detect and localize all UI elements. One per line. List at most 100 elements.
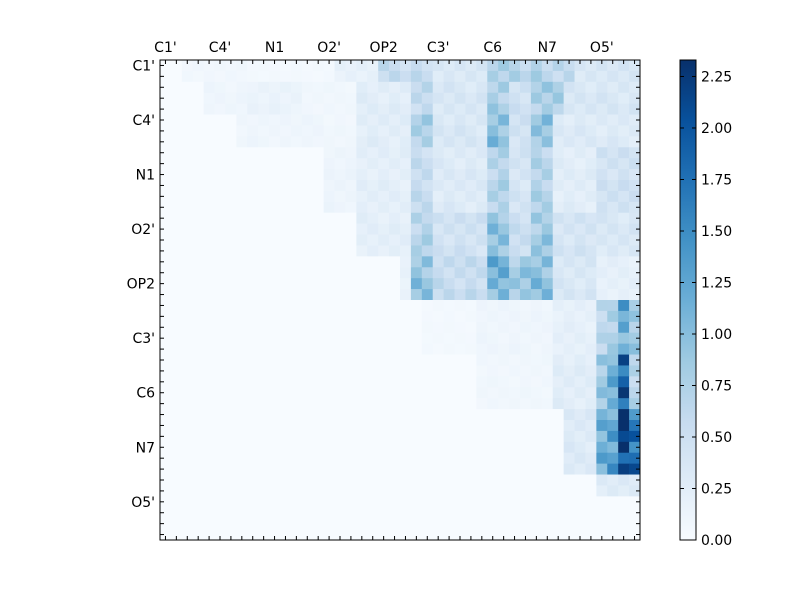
heatmap-cell [367, 496, 379, 508]
heatmap-cell [290, 398, 303, 410]
heatmap-cell [443, 430, 455, 443]
heatmap-cell [443, 354, 455, 366]
heatmap-cell [400, 354, 412, 366]
heatmap-cell [367, 430, 379, 443]
heatmap-cell [389, 518, 401, 530]
heatmap-cell [498, 267, 510, 279]
heatmap-cell [170, 147, 183, 159]
heatmap-cell [334, 518, 346, 530]
heatmap-cell [541, 463, 554, 475]
heatmap-cell [247, 485, 259, 497]
heatmap-cell [225, 223, 237, 235]
heatmap-cell [301, 278, 314, 290]
heatmap-cell [541, 321, 554, 334]
heatmap-cell [301, 452, 314, 464]
heatmap-cell [552, 321, 564, 334]
heatmap-cell [552, 300, 564, 312]
heatmap-cell [181, 343, 194, 355]
heatmap-cell [443, 158, 455, 170]
heatmap-cell [563, 114, 575, 126]
heatmap-cell [247, 321, 259, 334]
heatmap-cell [181, 114, 194, 126]
heatmap-cell [367, 278, 379, 290]
heatmap-cell [312, 136, 324, 148]
heatmap-cell [160, 147, 172, 159]
heatmap-cell [269, 234, 281, 246]
heatmap-cell [454, 125, 466, 137]
heatmap-cell [520, 420, 532, 432]
heatmap-cell [356, 70, 368, 83]
heatmap-cell [301, 125, 314, 137]
heatmap-cell [345, 496, 357, 508]
heatmap-cell [236, 103, 248, 115]
heatmap-cell [421, 180, 434, 192]
heatmap-cell [454, 158, 466, 170]
heatmap-cell [247, 529, 259, 541]
colorbar-tick-label: 1.25 [701, 275, 732, 291]
heatmap-cell [378, 354, 390, 366]
heatmap-cell [192, 278, 204, 290]
heatmap-cell [410, 300, 423, 312]
heatmap-cell [170, 409, 183, 421]
heatmap-cell [214, 278, 226, 290]
heatmap-cell [367, 169, 379, 181]
heatmap-cell [192, 321, 204, 334]
heatmap-cell [367, 70, 379, 83]
heatmap-cell [421, 234, 434, 246]
heatmap-cell [465, 496, 477, 508]
heatmap-cell [225, 430, 237, 443]
heatmap-cell [258, 321, 270, 334]
heatmap-cell [345, 332, 357, 344]
heatmap-cell [585, 332, 597, 344]
heatmap-cell [247, 103, 259, 115]
heatmap-cell [334, 420, 346, 432]
heatmap-cell [541, 70, 554, 83]
heatmap-cell [214, 463, 226, 475]
heatmap-cell [530, 310, 543, 323]
heatmap-cell [290, 289, 303, 301]
heatmap-cell [552, 169, 564, 181]
heatmap-cell [498, 114, 510, 126]
heatmap-cell [323, 125, 335, 137]
heatmap-cell [432, 420, 444, 432]
heatmap-cell [498, 180, 510, 192]
heatmap-cell [585, 81, 597, 94]
heatmap-cell [629, 223, 641, 235]
heatmap-cell [247, 496, 259, 508]
heatmap-cell [192, 474, 204, 486]
heatmap-cell [160, 365, 172, 377]
heatmap-cell [618, 136, 630, 148]
heatmap-cell [432, 529, 444, 541]
heatmap-cell [563, 223, 575, 235]
heatmap-cell [629, 158, 641, 170]
heatmap-cell [389, 190, 401, 203]
heatmap-cell [509, 300, 521, 312]
heatmap-cell [629, 365, 641, 377]
heatmap-cell [323, 267, 335, 279]
heatmap-cell [345, 103, 357, 115]
heatmap-cell [280, 245, 292, 257]
heatmap-cell [378, 398, 390, 410]
heatmap-cell [476, 507, 488, 519]
heatmap-cell [476, 190, 488, 203]
heatmap-cell [367, 289, 379, 301]
heatmap-cell [312, 278, 324, 290]
heatmap-cell [509, 158, 521, 170]
heatmap-cell [192, 81, 204, 94]
heatmap-cell [465, 114, 477, 126]
heatmap-cell [203, 245, 215, 257]
heatmap-cell [280, 463, 292, 475]
heatmap-cell [487, 518, 499, 530]
heatmap-cell [345, 387, 357, 399]
heatmap-cell [487, 463, 499, 475]
heatmap-cell [421, 81, 434, 94]
heatmap-cell [312, 518, 324, 530]
heatmap-cell [530, 321, 543, 334]
heatmap-cell [203, 267, 215, 279]
heatmap-cell [214, 234, 226, 246]
heatmap-cell [520, 245, 532, 257]
heatmap-cell [596, 420, 608, 432]
heatmap-cell [629, 474, 641, 486]
heatmap-cell [432, 70, 444, 83]
heatmap-cell [465, 92, 477, 104]
